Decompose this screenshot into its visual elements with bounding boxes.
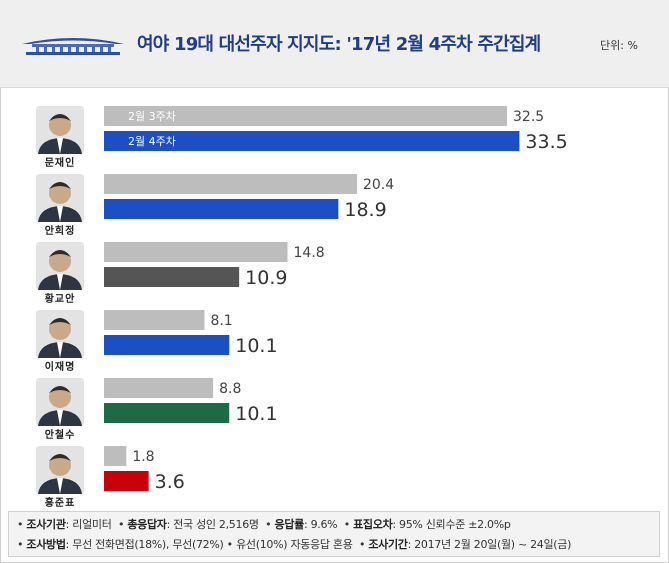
survey-info-box: • 조사기관: 리얼미터 • 총응답자: 전국 성인 2,516명 • 응답률:… [8,511,660,557]
candidate-hair-icon [49,454,71,461]
unit-label: 단위: % [600,39,638,52]
bar-current-week [104,403,230,423]
legend-current-week: 2월 4주차 [128,135,176,148]
blue-house-logo-icon [22,38,124,55]
candidate-face-icon [49,318,71,340]
value-label-current: 3.6 [155,471,185,493]
bar-previous-week [104,174,357,194]
candidate-shirt-icon [57,274,63,290]
header: 여야 19대 대선주자 지지도: '17년 2월 4주차 주간집계 단위: % [0,0,669,88]
survey-info-line-2: • 조사방법: 무선 전화면접(18%), 무선(72%) • 유선(10%) … [17,538,572,551]
candidate-face-icon [49,386,71,408]
value-label-current: 18.9 [344,199,386,221]
candidate-name: 홍준표 [45,496,76,508]
survey-agency-value: : 리얼미터 [65,518,112,531]
candidate-shirt-icon [57,410,63,426]
candidate-face-icon [49,250,71,272]
margin-of-error-value: : 95% 신뢰수준 ±2.0%p [392,518,511,531]
candidate-name: 황교안 [45,292,76,305]
value-label-previous: 8.8 [219,381,241,397]
bar-previous-week [104,310,205,330]
candidate-face-icon [49,182,71,204]
candidate-hair-icon [49,386,71,393]
value-label-current: 10.1 [235,335,277,357]
candidate-face-icon [49,454,71,476]
survey-method-value: : 무선 전화면접(18%), 무선(72%) • 유선(10%) 자동응답 혼… [65,538,353,551]
value-label-previous: 14.8 [294,245,325,261]
response-rate-value: : 9.6% [303,518,338,531]
candidate-hair-icon [49,182,71,189]
value-label-previous: 1.8 [132,449,154,465]
survey-agency-label: 조사기관 [26,518,66,531]
chart-title: 여야 19대 대선주자 지지도: '17년 2월 4주차 주간집계 [137,34,541,55]
value-label-current: 10.9 [245,267,287,289]
candidate-shirt-icon [57,206,63,222]
survey-method-label: 조사방법 [26,538,66,551]
candidate-name: 문재인 [45,156,76,169]
candidate-shirt-icon [57,478,63,494]
bar-current-week [104,335,230,355]
candidate-face-icon [49,114,71,136]
respondents-label: 총응답자 [127,518,167,531]
value-label-current: 33.5 [525,131,567,153]
survey-period-label: 조사기간 [368,538,408,551]
candidate-shirt-icon [57,138,63,154]
bar-previous-week [104,242,288,262]
survey-info-line-1: • 조사기관: 리얼미터 • 총응답자: 전국 성인 2,516명 • 응답률:… [17,518,511,531]
candidate-hair-icon [49,250,71,257]
margin-of-error-label: 표집오차 [353,518,393,531]
bar-current-week [104,267,240,287]
value-label-previous: 8.1 [210,313,232,329]
candidate-name: 안철수 [45,428,76,441]
value-label-previous: 20.4 [363,177,394,193]
response-rate-label: 응답률 [274,518,305,531]
candidate-name: 이재명 [45,360,76,373]
bar-current-week [104,131,520,151]
bar-current-week [104,471,149,491]
candidate-hair-icon [49,318,71,325]
bar-previous-week [104,378,214,398]
candidate-name: 안희정 [45,224,76,237]
bar-previous-week [104,446,127,466]
bar-current-week [104,199,339,219]
value-label-previous: 32.5 [513,109,544,125]
candidate-shirt-icon [57,342,63,358]
survey-period-value: : 2017년 2월 20일(월) ~ 24일(금) [407,538,572,551]
respondents-value: : 전국 성인 2,516명 [166,518,259,531]
bar-previous-week [104,106,507,126]
candidate-hair-icon [49,114,71,121]
value-label-current: 10.1 [235,403,277,425]
legend-previous-week: 2월 3주차 [128,110,176,123]
